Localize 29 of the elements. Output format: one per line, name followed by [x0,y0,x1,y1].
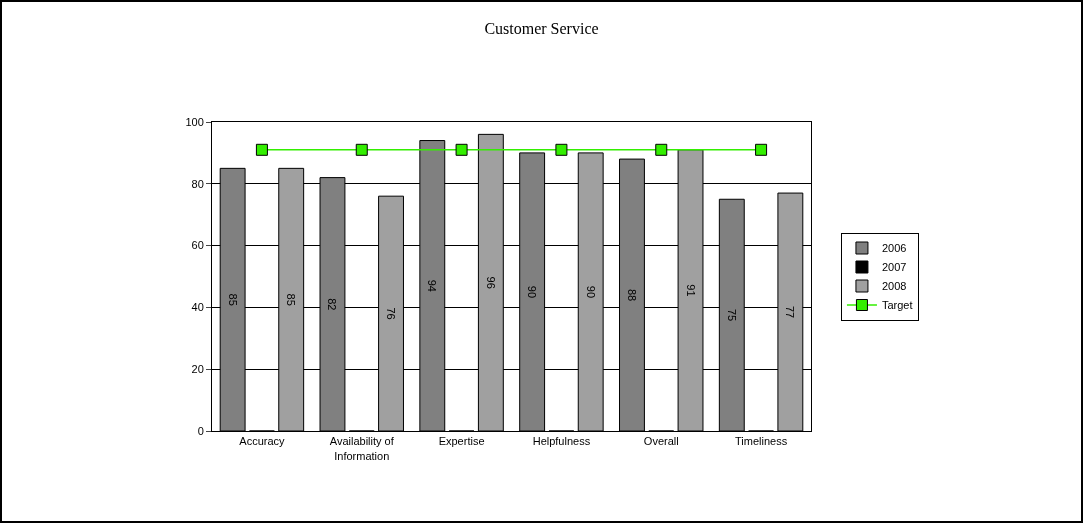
data-label: 85 [226,293,239,306]
data-label: 88 [625,288,638,302]
legend-label: 2008 [881,280,907,293]
data-label: 75 [725,309,738,322]
data-label: 82 [326,298,339,311]
x-tick-label: Availability of Information [329,435,395,462]
y-tick-label: 20 [191,363,204,376]
data-label: 96 [484,276,497,289]
data-label: 91 [684,284,697,297]
x-tick-label: Overall [643,435,679,448]
chart-title: Customer Service [484,19,599,37]
y-tick-label: 60 [191,239,204,252]
legend-label: 2007 [881,261,907,274]
x-tick-label: Timeliness [734,435,788,448]
x-tick-label: Accuracy [239,435,286,448]
y-tick-label: 0 [197,424,204,437]
legend-label: 2006 [881,242,907,255]
y-tick-label: 100 [185,115,204,128]
y-tick-label: 40 [191,301,204,314]
data-label: 85 [285,293,298,306]
y-tick-label: 80 [191,177,204,190]
data-label: 76 [385,307,398,320]
x-tick-label: Expertise [438,435,485,448]
legend-label: Target [881,299,913,312]
data-label: 90 [526,285,539,299]
x-tick-label: Helpfulness [532,435,591,448]
data-label: 77 [784,305,797,319]
data-label: 94 [426,279,439,292]
data-label: 90 [584,285,597,299]
